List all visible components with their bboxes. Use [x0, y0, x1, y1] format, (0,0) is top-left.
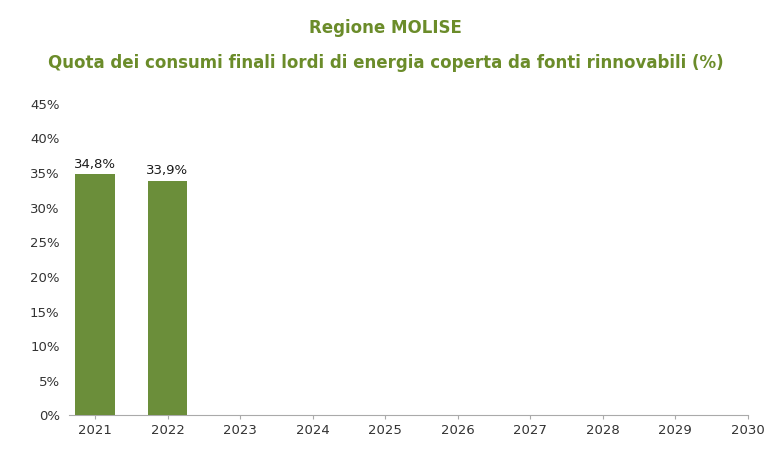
Text: 33,9%: 33,9% [146, 164, 189, 177]
Bar [147, 181, 187, 415]
Bar [75, 175, 115, 415]
Text: Regione MOLISE: Regione MOLISE [309, 19, 462, 37]
Text: 34,8%: 34,8% [74, 158, 116, 171]
Text: Quota dei consumi finali lordi di energia coperta da fonti rinnovabili (%): Quota dei consumi finali lordi di energi… [48, 54, 723, 72]
